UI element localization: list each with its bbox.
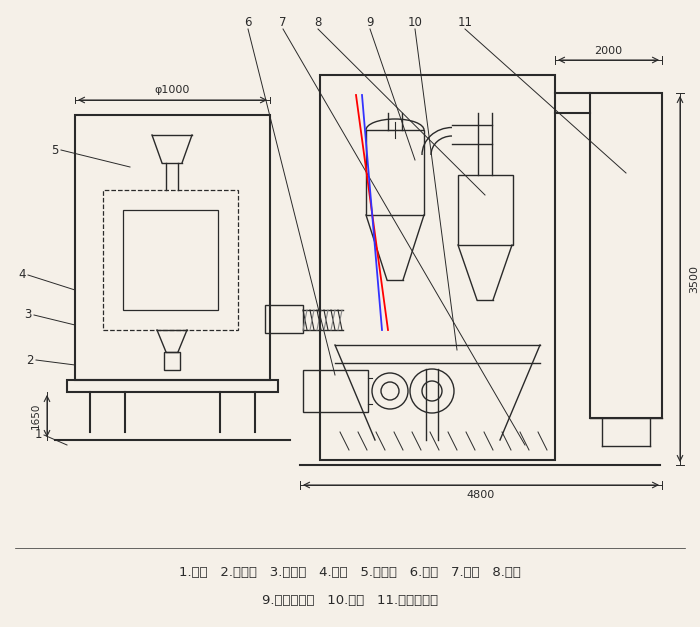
- Bar: [265, 305, 303, 333]
- Bar: [320, 75, 555, 460]
- Bar: [75, 115, 270, 380]
- Bar: [366, 130, 424, 215]
- Text: 1.底座   2.回风道   3.激振器   4.筛网   5.进料斗   6.风机   7.绞龙   8.料仓: 1.底座 2.回风道 3.激振器 4.筛网 5.进料斗 6.风机 7.绞龙 8.…: [179, 566, 521, 579]
- Bar: [303, 370, 368, 412]
- Text: 4800: 4800: [467, 490, 495, 500]
- Text: 7: 7: [279, 16, 287, 28]
- Text: 2: 2: [27, 354, 34, 367]
- Bar: [590, 93, 662, 418]
- Text: 1: 1: [34, 428, 42, 441]
- Text: 6: 6: [244, 16, 252, 28]
- Text: 8: 8: [314, 16, 322, 28]
- Bar: [123, 210, 218, 310]
- Bar: [164, 352, 180, 370]
- Text: 5: 5: [51, 144, 59, 157]
- Text: 9.旋风分离器   10.支架   11.布袋除尘器: 9.旋风分离器 10.支架 11.布袋除尘器: [262, 594, 438, 606]
- Text: 9: 9: [366, 16, 374, 28]
- Text: 2000: 2000: [594, 46, 622, 56]
- Text: 3: 3: [25, 308, 32, 322]
- Text: 10: 10: [407, 16, 422, 28]
- Text: 3500: 3500: [689, 265, 699, 293]
- Text: 11: 11: [458, 16, 472, 28]
- Text: φ1000: φ1000: [154, 85, 190, 95]
- Bar: [458, 175, 513, 245]
- Bar: [67, 380, 278, 392]
- Text: 1650: 1650: [31, 403, 41, 429]
- Bar: [103, 190, 238, 330]
- Text: 4: 4: [18, 268, 26, 282]
